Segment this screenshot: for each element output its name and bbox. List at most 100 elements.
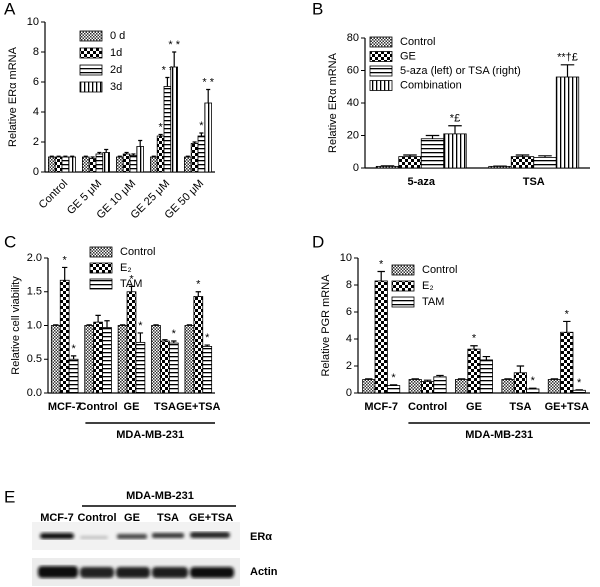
legend-label: Control xyxy=(120,246,155,258)
legend-label: 0 d xyxy=(110,30,125,42)
blot-group-label: MDA-MB-231 xyxy=(126,490,194,502)
significance-mark: * * xyxy=(202,76,214,88)
legend-swatch xyxy=(79,47,103,59)
bar xyxy=(386,385,401,394)
x-tick-label: GE+TSA xyxy=(545,401,589,413)
bar xyxy=(88,158,97,173)
bar xyxy=(156,135,165,173)
er-bands xyxy=(40,532,230,539)
bar xyxy=(95,153,104,173)
error-bar xyxy=(482,355,491,360)
bar xyxy=(50,325,61,394)
panel-label: C xyxy=(4,232,16,251)
y-tick-label: 40 xyxy=(347,97,359,109)
legend-label: Combination xyxy=(400,79,462,91)
bar xyxy=(160,340,170,394)
significance-mark: * * xyxy=(168,39,180,51)
bar xyxy=(513,372,527,394)
y-tick-label: 0 xyxy=(33,166,39,178)
error-bar xyxy=(151,155,156,157)
lane-label: GE+TSA xyxy=(189,512,233,524)
y-tick-label: 6 xyxy=(33,76,39,88)
bar xyxy=(197,135,206,173)
bar xyxy=(420,138,445,169)
x-tick-label: MCF-7 xyxy=(48,401,82,413)
significance-mark: * xyxy=(205,332,210,344)
bar xyxy=(467,348,481,394)
error-bar xyxy=(538,155,552,158)
legend-label: 1d xyxy=(110,47,122,59)
bar xyxy=(510,156,535,169)
legend-swatch xyxy=(369,36,393,48)
lane-label: TSA xyxy=(157,512,179,524)
bar xyxy=(151,325,161,394)
bar xyxy=(93,321,103,394)
y-axis-title: Relative ERα mRNA xyxy=(327,52,339,153)
error-bar xyxy=(137,332,144,343)
error-bar xyxy=(165,76,170,87)
error-bar xyxy=(86,324,92,326)
bar xyxy=(190,143,199,173)
y-tick-label: 2 xyxy=(33,136,39,148)
panel-label: E xyxy=(4,487,15,506)
bar xyxy=(82,156,90,173)
legend-swatch xyxy=(79,64,103,76)
bar xyxy=(102,327,112,394)
significance-mark: * xyxy=(391,372,396,384)
significance-mark: * xyxy=(531,375,536,387)
error-bar xyxy=(128,285,135,292)
legend-swatch xyxy=(89,278,113,290)
bar xyxy=(183,156,192,173)
x-tick-label: GE xyxy=(124,401,140,413)
bar xyxy=(547,379,562,394)
legend-label: E₂ xyxy=(422,280,434,292)
y-tick-label: 10 xyxy=(27,16,39,28)
error-bar xyxy=(204,344,210,347)
y-tick-label: 0.0 xyxy=(27,387,42,399)
bar xyxy=(170,66,179,173)
bar xyxy=(168,342,179,394)
x-tick-label: 5-aza xyxy=(407,176,435,188)
bar xyxy=(163,86,172,173)
error-bar xyxy=(457,378,466,380)
error-bar xyxy=(97,151,102,154)
legend-label: 2d xyxy=(110,64,122,76)
legend-swatch xyxy=(369,80,393,91)
error-bar xyxy=(70,355,77,360)
error-bar xyxy=(62,266,68,281)
error-bar xyxy=(365,378,373,380)
bar xyxy=(59,279,70,394)
legend-swatch xyxy=(391,280,415,292)
error-bar xyxy=(95,314,101,323)
y-tick-label: 8 xyxy=(346,279,352,291)
y-tick-label: 1.0 xyxy=(27,319,42,331)
x-tick-label: Control xyxy=(408,401,447,413)
bar xyxy=(68,358,79,394)
significance-mark: * xyxy=(172,328,177,340)
bar xyxy=(48,156,56,173)
bar xyxy=(455,379,469,394)
y-axis-title: Relative cell viability xyxy=(10,276,22,375)
error-bar xyxy=(411,378,419,380)
error-bar xyxy=(448,125,462,134)
legend-label: GE xyxy=(400,50,416,62)
error-bar xyxy=(138,139,143,147)
panel-label: D xyxy=(312,232,324,251)
x-tick-label: GE xyxy=(466,401,482,413)
bar xyxy=(398,156,422,169)
legend-swatch xyxy=(369,65,393,77)
bar xyxy=(135,341,146,394)
y-tick-label: 80 xyxy=(347,32,359,44)
significance-mark: * xyxy=(71,343,76,355)
significance-mark: * xyxy=(138,320,143,332)
bar xyxy=(84,325,95,394)
error-bar xyxy=(199,132,204,136)
bar xyxy=(68,156,77,173)
y-tick-label: 4 xyxy=(346,333,352,345)
legend-swatch xyxy=(89,262,113,274)
y-tick-label: 0 xyxy=(353,162,359,174)
error-bar xyxy=(515,154,530,157)
significance-mark: * xyxy=(63,254,68,266)
x-tick-label: TSA xyxy=(509,401,531,413)
legend-swatch xyxy=(89,246,113,258)
